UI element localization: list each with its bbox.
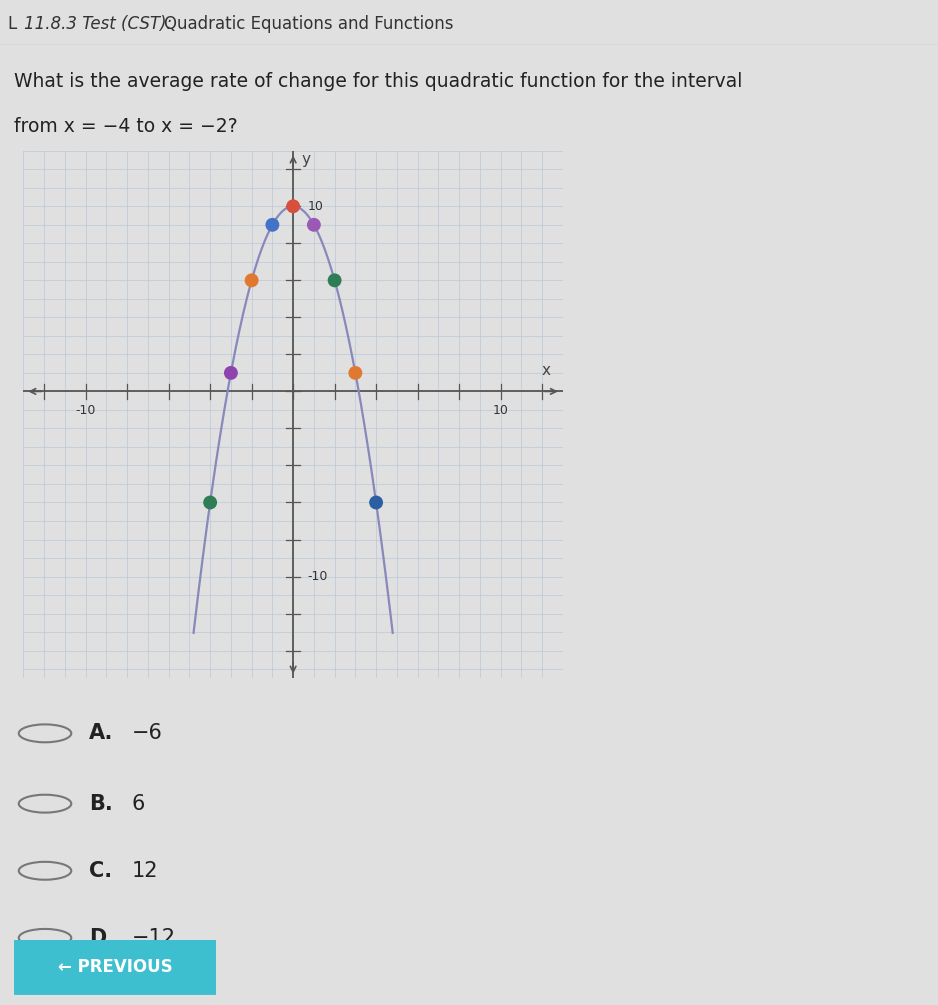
Text: −12: −12	[131, 928, 175, 948]
Text: −6: −6	[131, 724, 162, 744]
Text: ← PREVIOUS: ← PREVIOUS	[57, 959, 173, 976]
Text: Quadratic Equations and Functions: Quadratic Equations and Functions	[164, 14, 454, 32]
Text: -10: -10	[75, 404, 96, 417]
Point	[223, 365, 238, 381]
Point	[285, 198, 300, 214]
Text: from x = −4 to x = −2?: from x = −4 to x = −2?	[14, 117, 237, 136]
Text: 12: 12	[131, 860, 158, 880]
Text: What is the average rate of change for this quadratic function for the interval: What is the average rate of change for t…	[14, 72, 743, 91]
Point	[203, 494, 218, 511]
Text: x: x	[542, 363, 551, 378]
Point	[348, 365, 363, 381]
Text: 6: 6	[131, 794, 144, 814]
Point	[244, 272, 259, 288]
Point	[369, 494, 384, 511]
Text: y: y	[301, 152, 310, 167]
Text: 10: 10	[492, 404, 508, 417]
Text: 10: 10	[308, 200, 324, 213]
Text: D.: D.	[89, 928, 114, 948]
Text: C.: C.	[89, 860, 113, 880]
FancyBboxPatch shape	[6, 940, 224, 995]
Text: A.: A.	[89, 724, 113, 744]
Text: L: L	[8, 14, 17, 32]
Text: -10: -10	[308, 570, 328, 583]
Point	[265, 217, 280, 233]
Point	[307, 217, 322, 233]
Text: 11.8.3 Test (CST):: 11.8.3 Test (CST):	[24, 14, 173, 32]
Text: B.: B.	[89, 794, 113, 814]
Point	[327, 272, 342, 288]
